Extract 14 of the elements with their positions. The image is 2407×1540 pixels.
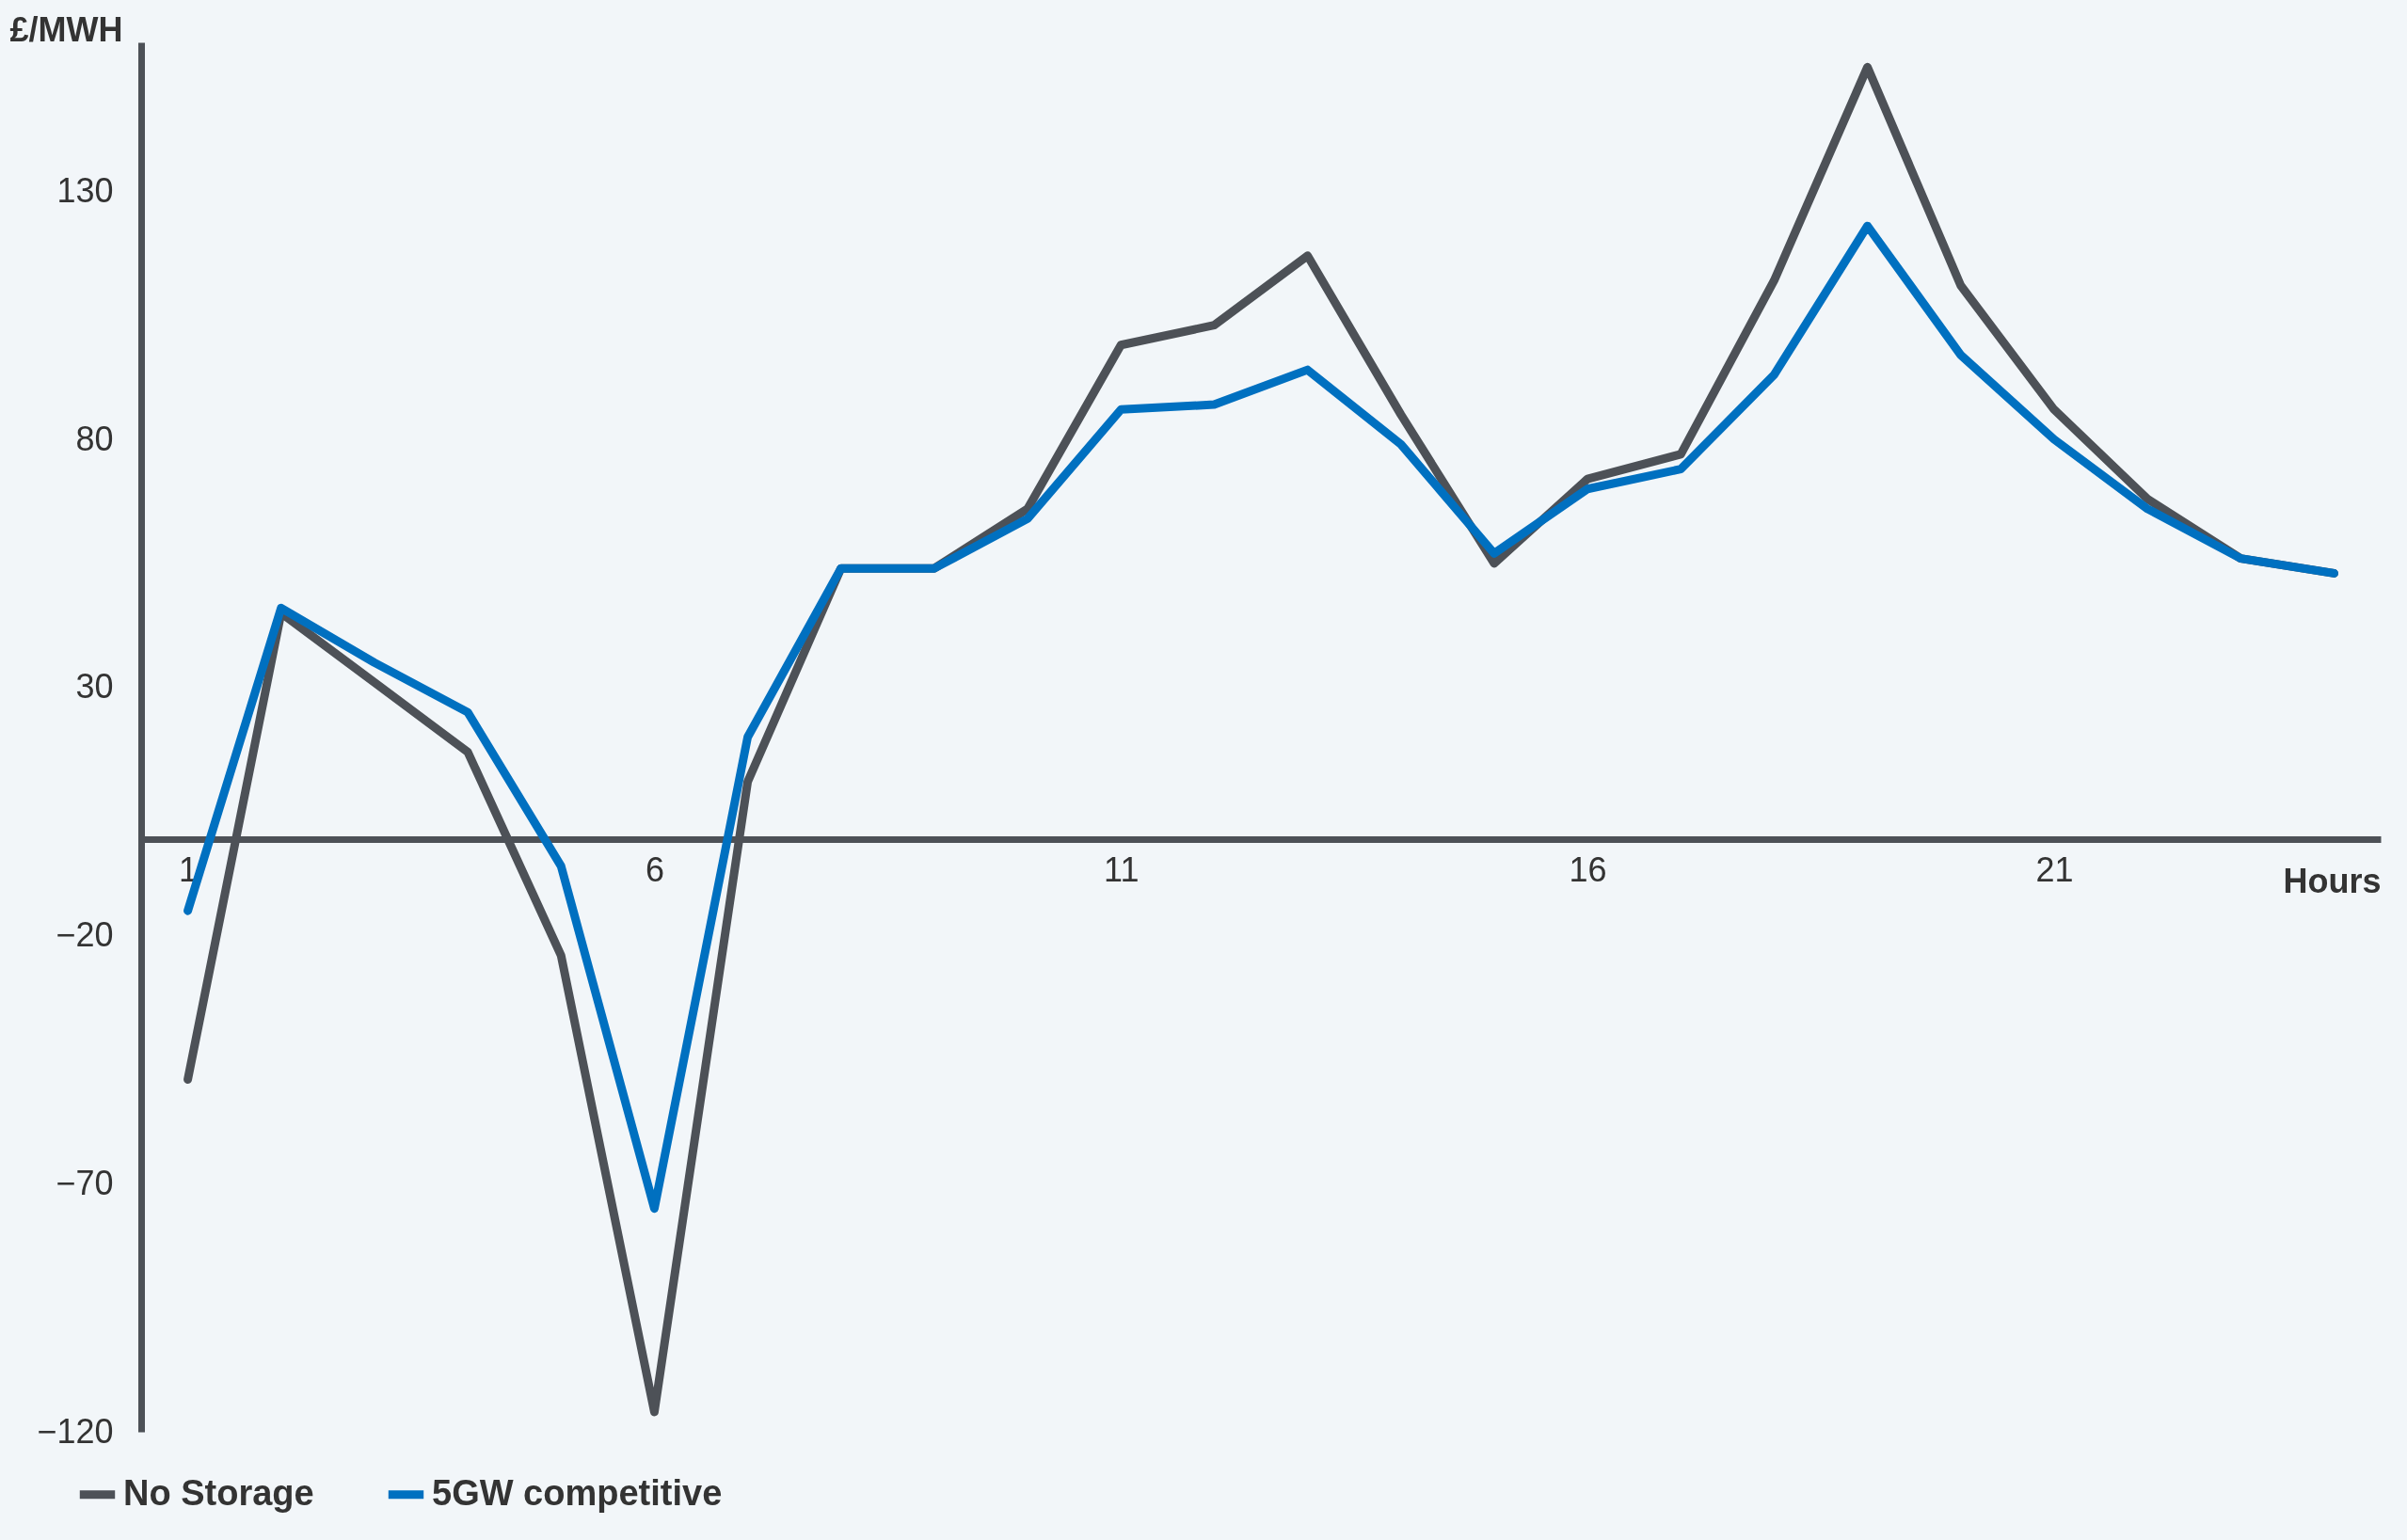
x-tick-label: 6	[645, 849, 664, 889]
x-tick-label: 21	[2035, 849, 2074, 889]
legend-label: No Storage	[123, 1472, 314, 1513]
x-tick-label: 16	[1569, 849, 1607, 889]
y-tick-label: −120	[37, 1411, 114, 1451]
y-tick-label: 80	[75, 419, 114, 458]
y-tick-label: −70	[56, 1163, 114, 1202]
y-tick-label: −20	[56, 915, 114, 954]
x-tick-label: 11	[1104, 849, 1140, 889]
y-tick-label: 130	[56, 170, 114, 210]
y-tick-label: 30	[75, 667, 114, 706]
y-axis-title: £/MWH	[9, 9, 123, 49]
x-axis-title: Hours	[2283, 861, 2382, 900]
legend-label: 5GW competitive	[432, 1472, 723, 1513]
